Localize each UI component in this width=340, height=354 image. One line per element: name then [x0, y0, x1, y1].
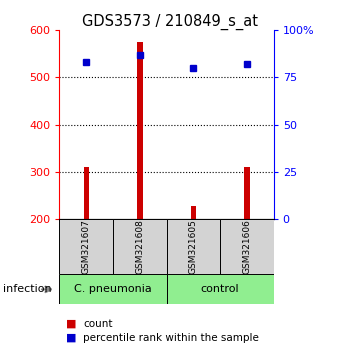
Bar — [59, 219, 113, 274]
Text: infection: infection — [3, 284, 52, 295]
Text: ■: ■ — [66, 319, 77, 329]
Text: GSM321605: GSM321605 — [189, 219, 198, 274]
Bar — [167, 274, 274, 304]
Bar — [220, 219, 274, 274]
Text: GSM321606: GSM321606 — [242, 219, 251, 274]
Text: GDS3573 / 210849_s_at: GDS3573 / 210849_s_at — [82, 13, 258, 30]
Bar — [113, 219, 167, 274]
Bar — [167, 219, 220, 274]
Text: C. pneumonia: C. pneumonia — [74, 284, 152, 295]
Bar — [191, 206, 196, 219]
Bar — [59, 274, 167, 304]
Text: control: control — [201, 284, 239, 295]
Bar — [84, 167, 89, 219]
Bar — [244, 167, 250, 219]
Text: GSM321608: GSM321608 — [135, 219, 144, 274]
Text: ■: ■ — [66, 333, 77, 343]
Text: percentile rank within the sample: percentile rank within the sample — [83, 333, 259, 343]
Text: GSM321607: GSM321607 — [82, 219, 91, 274]
Bar — [137, 42, 142, 219]
Text: count: count — [83, 319, 113, 329]
